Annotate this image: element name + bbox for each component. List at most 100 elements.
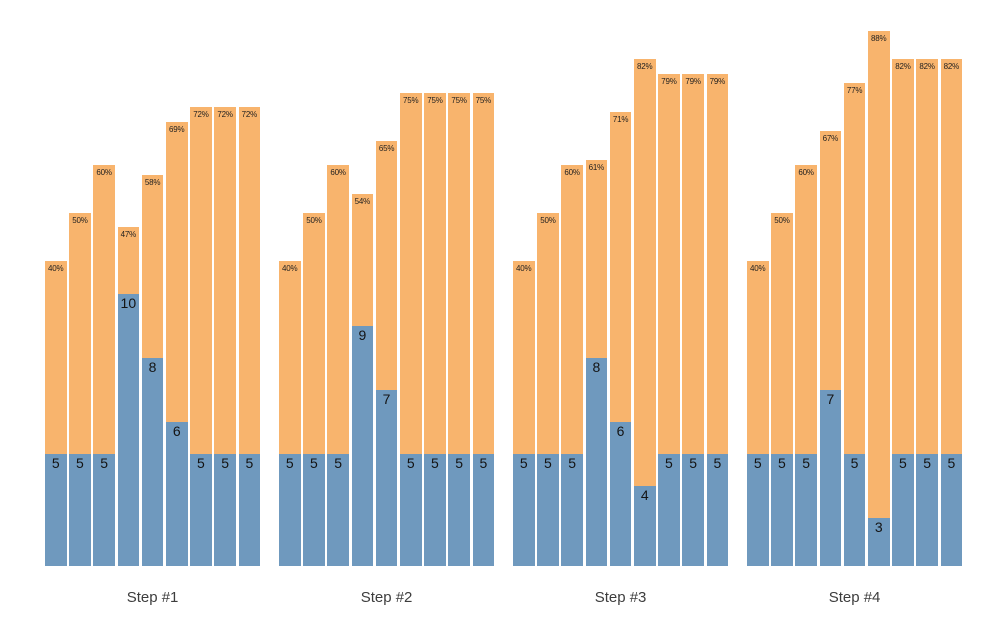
stacked-bar: 65% 7 bbox=[375, 141, 398, 566]
bar-blue-segment: 5 bbox=[940, 453, 963, 566]
bar-value-label: 5 bbox=[197, 454, 205, 471]
bar-percent-label: 47% bbox=[120, 230, 137, 240]
bar-percent-label: 50% bbox=[540, 216, 556, 225]
bar-value-label: 5 bbox=[802, 455, 811, 471]
bar-blue-segment: 5 bbox=[424, 454, 446, 566]
bar-percent-label: 40% bbox=[282, 264, 298, 273]
bar-value-label: 5 bbox=[899, 454, 907, 471]
bar-percent-label: 82% bbox=[943, 62, 960, 72]
stacked-bar: 72% 5 bbox=[190, 107, 212, 566]
bar-value-label: 5 bbox=[753, 455, 762, 471]
bar-value-label: 5 bbox=[544, 455, 552, 471]
bar-percent-label: 60% bbox=[330, 168, 346, 177]
stacked-bar: 40% 5 bbox=[513, 261, 535, 566]
stacked-bar: 75% 5 bbox=[400, 93, 422, 566]
bar-value-label: 9 bbox=[358, 326, 367, 343]
bar-percent-label: 72% bbox=[193, 110, 209, 120]
bar-percent-label: 40% bbox=[516, 264, 532, 273]
stacked-bar: 40% 5 bbox=[279, 261, 301, 566]
bar-percent-label: 82% bbox=[895, 62, 911, 72]
stacked-bar: 60% 5 bbox=[795, 165, 817, 566]
bar-blue-segment: 5 bbox=[279, 454, 301, 566]
stacked-bar: 69% 6 bbox=[166, 121, 188, 566]
step-group-label: Step #1 bbox=[126, 589, 179, 606]
bar-blue-segment: 5 bbox=[747, 454, 769, 566]
bar-blue-segment: 8 bbox=[585, 357, 608, 566]
stacked-bar: 58% 8 bbox=[141, 174, 164, 566]
bar-percent-label: 79% bbox=[709, 76, 726, 86]
bar-value-label: 5 bbox=[479, 455, 488, 471]
bar-percent-label: 69% bbox=[169, 124, 185, 134]
stacked-bar: 67% 7 bbox=[819, 131, 842, 566]
bar-value-label: 5 bbox=[285, 455, 294, 471]
bar-percent-label: 75% bbox=[475, 96, 492, 105]
bar-blue-segment: 5 bbox=[238, 453, 261, 566]
bar-blue-segment: 5 bbox=[190, 453, 212, 566]
bar-value-label: 5 bbox=[221, 454, 230, 471]
bar-value-label: 5 bbox=[923, 454, 932, 471]
bar-blue-segment: 5 bbox=[513, 454, 535, 566]
bar-percent-label: 65% bbox=[378, 144, 395, 153]
bar-blue-segment: 5 bbox=[537, 454, 559, 566]
stacked-bar: 79% 5 bbox=[706, 73, 729, 566]
bar-percent-label: 61% bbox=[588, 163, 605, 173]
bar-blue-segment: 4 bbox=[634, 485, 656, 566]
bar-blue-segment: 5 bbox=[472, 454, 495, 566]
bar-percent-label: 82% bbox=[919, 62, 935, 72]
bar-percent-label: 79% bbox=[685, 76, 701, 86]
stacked-bar: 75% 5 bbox=[448, 93, 470, 566]
bar-value-label: 5 bbox=[713, 454, 722, 471]
bar-percent-label: 75% bbox=[427, 96, 443, 105]
bar-percent-label: 60% bbox=[564, 168, 580, 177]
bar-value-label: 5 bbox=[245, 454, 254, 471]
bar-value-label: 5 bbox=[310, 455, 318, 471]
bar-percent-label: 50% bbox=[306, 216, 322, 225]
bar-percent-label: 72% bbox=[241, 110, 258, 120]
bar-blue-segment: 5 bbox=[682, 453, 704, 566]
bar-blue-segment: 5 bbox=[561, 454, 583, 566]
bar-value-label: 6 bbox=[172, 422, 181, 439]
stacked-bar: 82% 5 bbox=[940, 59, 963, 566]
bar-value-label: 5 bbox=[689, 454, 698, 471]
bar-blue-segment: 7 bbox=[819, 389, 842, 566]
bar-value-label: 5 bbox=[947, 454, 956, 471]
stacked-bar: 72% 5 bbox=[238, 107, 261, 566]
stacked-bar: 82% 4 bbox=[634, 59, 656, 566]
stacked-bar: 88% 3 bbox=[868, 30, 890, 566]
stacked-bar: 50% 5 bbox=[537, 213, 559, 566]
bar-percent-label: 88% bbox=[871, 33, 887, 43]
bar-blue-segment: 5 bbox=[706, 453, 729, 566]
stacked-bar: 50% 5 bbox=[303, 213, 325, 566]
bar-blue-segment: 6 bbox=[166, 421, 188, 566]
bar-value-label: 4 bbox=[640, 486, 649, 503]
bar-percent-label: 75% bbox=[403, 96, 419, 105]
stacked-bar: 40% 5 bbox=[45, 261, 67, 566]
stacked-bar: 75% 5 bbox=[424, 93, 446, 566]
stacked-bar: 60% 5 bbox=[93, 165, 115, 566]
bar-value-label: 5 bbox=[665, 454, 673, 471]
bar-percent-label: 54% bbox=[354, 196, 371, 206]
bar-blue-segment: 5 bbox=[45, 454, 67, 566]
bar-value-label: 5 bbox=[100, 455, 109, 471]
bar-value-label: 6 bbox=[616, 422, 625, 439]
bar-value-label: 5 bbox=[334, 455, 343, 471]
bar-value-label: 5 bbox=[455, 455, 464, 471]
stacked-bar: 82% 5 bbox=[916, 59, 938, 566]
bar-value-label: 5 bbox=[51, 455, 60, 471]
bar-percent-label: 40% bbox=[750, 264, 766, 273]
step-group-label: Step #2 bbox=[360, 589, 413, 606]
stacked-bar: 50% 5 bbox=[69, 213, 91, 566]
bar-value-label: 5 bbox=[850, 454, 859, 471]
bar-blue-segment: 6 bbox=[609, 421, 632, 566]
bar-value-label: 5 bbox=[406, 455, 415, 471]
bar-value-label: 5 bbox=[778, 455, 786, 471]
stacked-bar: 40% 5 bbox=[747, 261, 769, 566]
bar-blue-segment: 3 bbox=[868, 517, 890, 566]
bar-value-label: 5 bbox=[519, 455, 528, 471]
bar-percent-label: 40% bbox=[48, 264, 64, 273]
bar-value-label: 8 bbox=[148, 358, 157, 375]
bar-value-label: 5 bbox=[76, 455, 84, 471]
bar-value-label: 3 bbox=[874, 518, 883, 535]
bar-value-label: 7 bbox=[382, 391, 391, 407]
